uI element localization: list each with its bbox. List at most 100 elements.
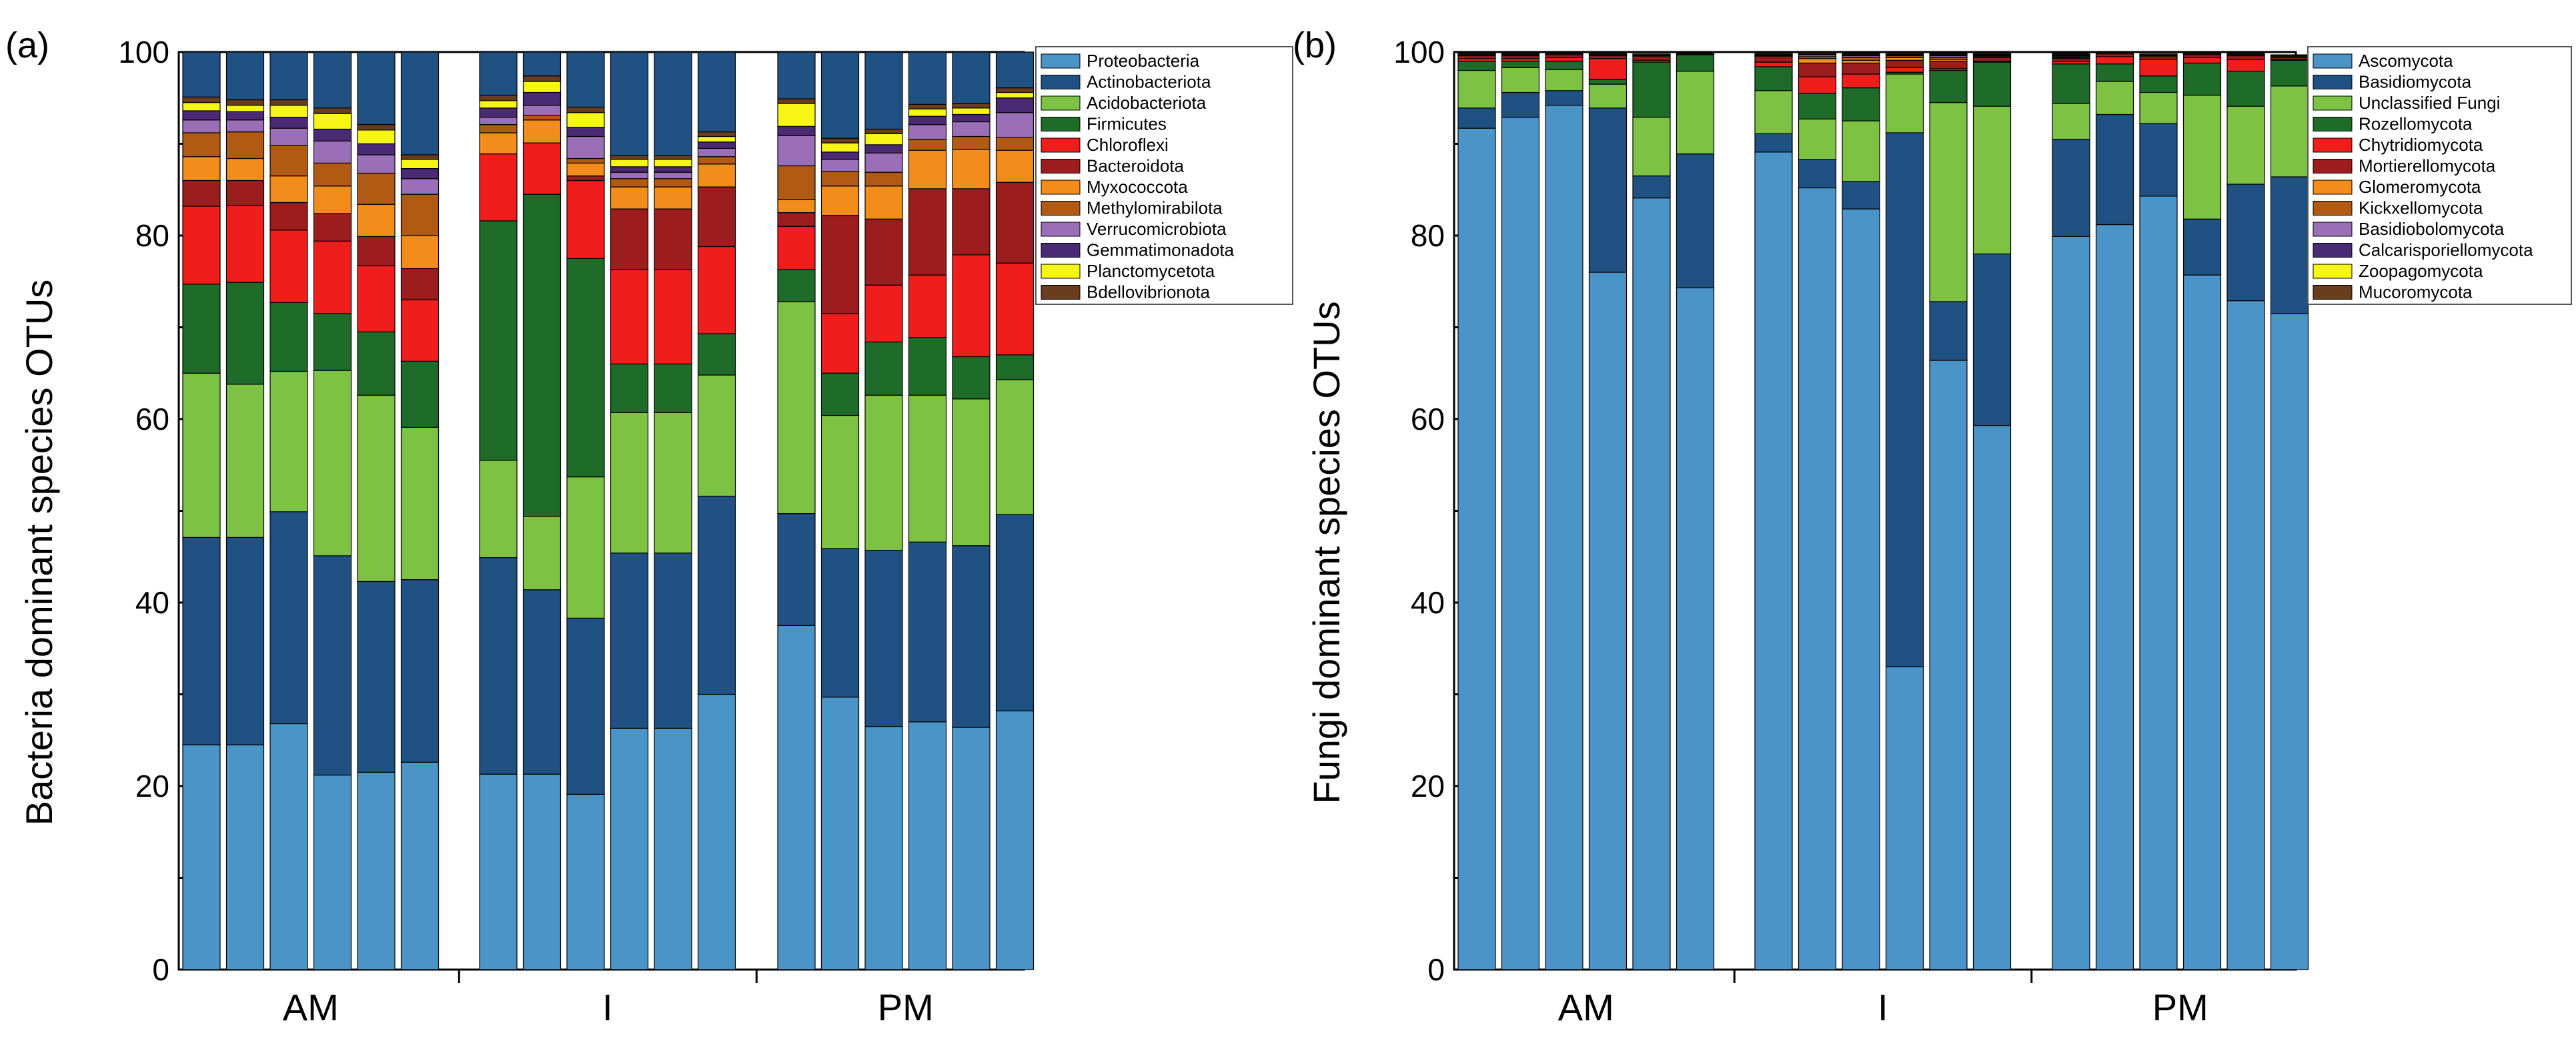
bar-segment-myxococcota xyxy=(995,149,1035,183)
bar-segment-verrucomicrobiota xyxy=(995,112,1035,138)
bar-segment-mortierellomycota xyxy=(2052,58,2090,62)
bar-segment-planctomycetota xyxy=(225,105,265,112)
bar-segment-verrucomicrobiota xyxy=(522,105,562,116)
bar-segment-firmicutes xyxy=(610,363,649,413)
bar-segment-bacteroidota xyxy=(820,215,860,314)
bar-segment-ascomycota xyxy=(1842,208,1880,970)
bar-segment-firmicutes xyxy=(952,356,991,400)
bar-segment-actinobacteriota xyxy=(479,557,518,775)
bar-segment-chloroflexi xyxy=(995,262,1035,356)
panel-a-ylabel: Bacteria dominant species OTUs xyxy=(18,280,60,826)
bar-segment-basidiomycota xyxy=(2052,139,2090,237)
bar-segment-gemmatimonadota xyxy=(864,144,903,153)
bar-segment-verrucomicrobiota xyxy=(269,127,308,146)
bar-segment-chloroflexi xyxy=(522,142,562,195)
bar-segment-firmicutes xyxy=(995,354,1035,380)
legend-swatch xyxy=(2313,75,2353,89)
bar-segment-firmicutes xyxy=(269,302,308,372)
bar-segment-ascomycota xyxy=(1632,198,1671,970)
bar-segment-bacteroidota xyxy=(357,236,396,266)
y-tick-label: 40 xyxy=(1411,585,1445,620)
bar-segment-others xyxy=(566,51,605,108)
bar-segment-basidiomycota xyxy=(1754,133,1793,153)
bar-segment-acidobacteriota xyxy=(777,301,816,514)
bar-segment-proteobacteria xyxy=(952,727,991,970)
bar-segment-chloroflexi xyxy=(313,240,352,314)
bar-segment-methylomirabilota xyxy=(908,139,947,151)
bar-segment-others xyxy=(225,51,265,101)
bar-segment-mortierellomycota xyxy=(1842,62,1880,75)
legend-box xyxy=(2307,46,2572,305)
bar-segment-unclassified-fungi xyxy=(1545,69,1583,91)
bar-segment-acidobacteriota xyxy=(995,379,1035,515)
bar-segment-actinobacteriota xyxy=(313,555,352,776)
bar-segment-chytridiomycota xyxy=(1885,67,1924,73)
bar-segment-planctomycetota xyxy=(269,105,308,118)
legend-label: Mortierellomycota xyxy=(2359,156,2496,176)
legend-swatch xyxy=(1041,117,1081,131)
legend-label: Glomeromycota xyxy=(2359,177,2481,197)
bar-segment-planctomycetota xyxy=(182,102,221,111)
bar-segment-others xyxy=(313,51,352,109)
bar-segment-myxococcota xyxy=(697,163,736,188)
y-tick-label: 80 xyxy=(135,218,169,253)
bar-segment-chytridiomycota xyxy=(1754,61,1793,67)
bar-segment-basidiomycota xyxy=(1929,301,1968,361)
bar-segment-mortierellomycota xyxy=(1885,59,1924,68)
bar-segment-unclassified-fungi xyxy=(1972,105,2012,255)
bar-segment-planctomycetota xyxy=(952,107,991,115)
bar-segment-rozellomycota xyxy=(1457,61,1496,71)
bar-segment-planctomycetota xyxy=(864,133,903,145)
legend-swatch xyxy=(2313,53,2353,69)
bar-segment-bacteroidota xyxy=(225,180,265,206)
bar-segment-verrucomicrobiota xyxy=(610,171,649,180)
y-tick-label: 80 xyxy=(1411,218,1445,253)
bar-segment-rozellomycota xyxy=(1972,61,2012,107)
bar-segment-gemmatimonadota xyxy=(479,107,518,118)
bar-segment-bdellovibrionota xyxy=(269,99,308,106)
bar-segment-actinobacteriota xyxy=(777,513,816,626)
bar-segment-unclassified-fungi xyxy=(1885,73,1924,133)
legend-swatch xyxy=(2313,285,2353,300)
bar-segment-ascomycota xyxy=(1929,360,1968,970)
bar-segment-bdellovibrionota xyxy=(182,96,221,103)
bar-segment-basidiomycota xyxy=(2095,113,2134,226)
bar-segment-chloroflexi xyxy=(820,313,860,374)
bar-segment-planctomycetota xyxy=(479,100,518,109)
bar-segment-unclassified-fungi xyxy=(2095,81,2134,115)
legend-swatch xyxy=(2313,243,2353,258)
bar-segment-methylomirabilota xyxy=(952,135,991,150)
bar-segment-firmicutes xyxy=(357,331,396,396)
bar-segment-bacteroidota xyxy=(182,180,221,207)
bar-segment-proteobacteria xyxy=(182,744,221,970)
bar-segment-mortierellomycota xyxy=(1501,55,1540,59)
bar-segment-rozellomycota xyxy=(1545,61,1583,70)
bar-segment-chloroflexi xyxy=(566,180,605,259)
bar-segment-mortierellomycota xyxy=(1929,61,1968,69)
bar-segment-ascomycota xyxy=(1798,187,1837,970)
bar-segment-actinobacteriota xyxy=(864,550,903,727)
bar-segment-myxococcota xyxy=(225,157,265,182)
bar-segment-myxococcota xyxy=(952,149,991,190)
bar-segment-myxococcota xyxy=(777,199,816,214)
bar-segment-firmicutes xyxy=(566,258,605,478)
bar-segment-others xyxy=(400,51,440,155)
bar-segment-unclassified-fungi xyxy=(1929,102,1968,302)
bar-segment-mucoromycota xyxy=(1798,51,1837,53)
legend-label: Actinobacteriota xyxy=(1087,72,1211,92)
legend-swatch xyxy=(1041,243,1081,258)
bar-segment-bdellovibrionota xyxy=(357,124,396,131)
bar-segment-gemmatimonadota xyxy=(995,97,1035,113)
bar-segment-verrucomicrobiota xyxy=(400,178,440,195)
bar-segment-acidobacteriota xyxy=(313,370,352,557)
bar-segment-firmicutes xyxy=(777,269,816,302)
bar-segment-gemmatimonadota xyxy=(610,166,649,173)
bar-segment-verrucomicrobiota xyxy=(182,119,221,133)
bar-segment-actinobacteriota xyxy=(400,579,440,763)
bar-segment-bacteroidota xyxy=(269,202,308,231)
bar-segment-bdellovibrionota xyxy=(566,106,605,113)
bar-segment-planctomycetota xyxy=(313,113,352,130)
bar-segment-planctomycetota xyxy=(777,103,816,127)
bar-segment-verrucomicrobiota xyxy=(697,147,736,157)
bar-segment-gemmatimonadota xyxy=(697,141,736,149)
